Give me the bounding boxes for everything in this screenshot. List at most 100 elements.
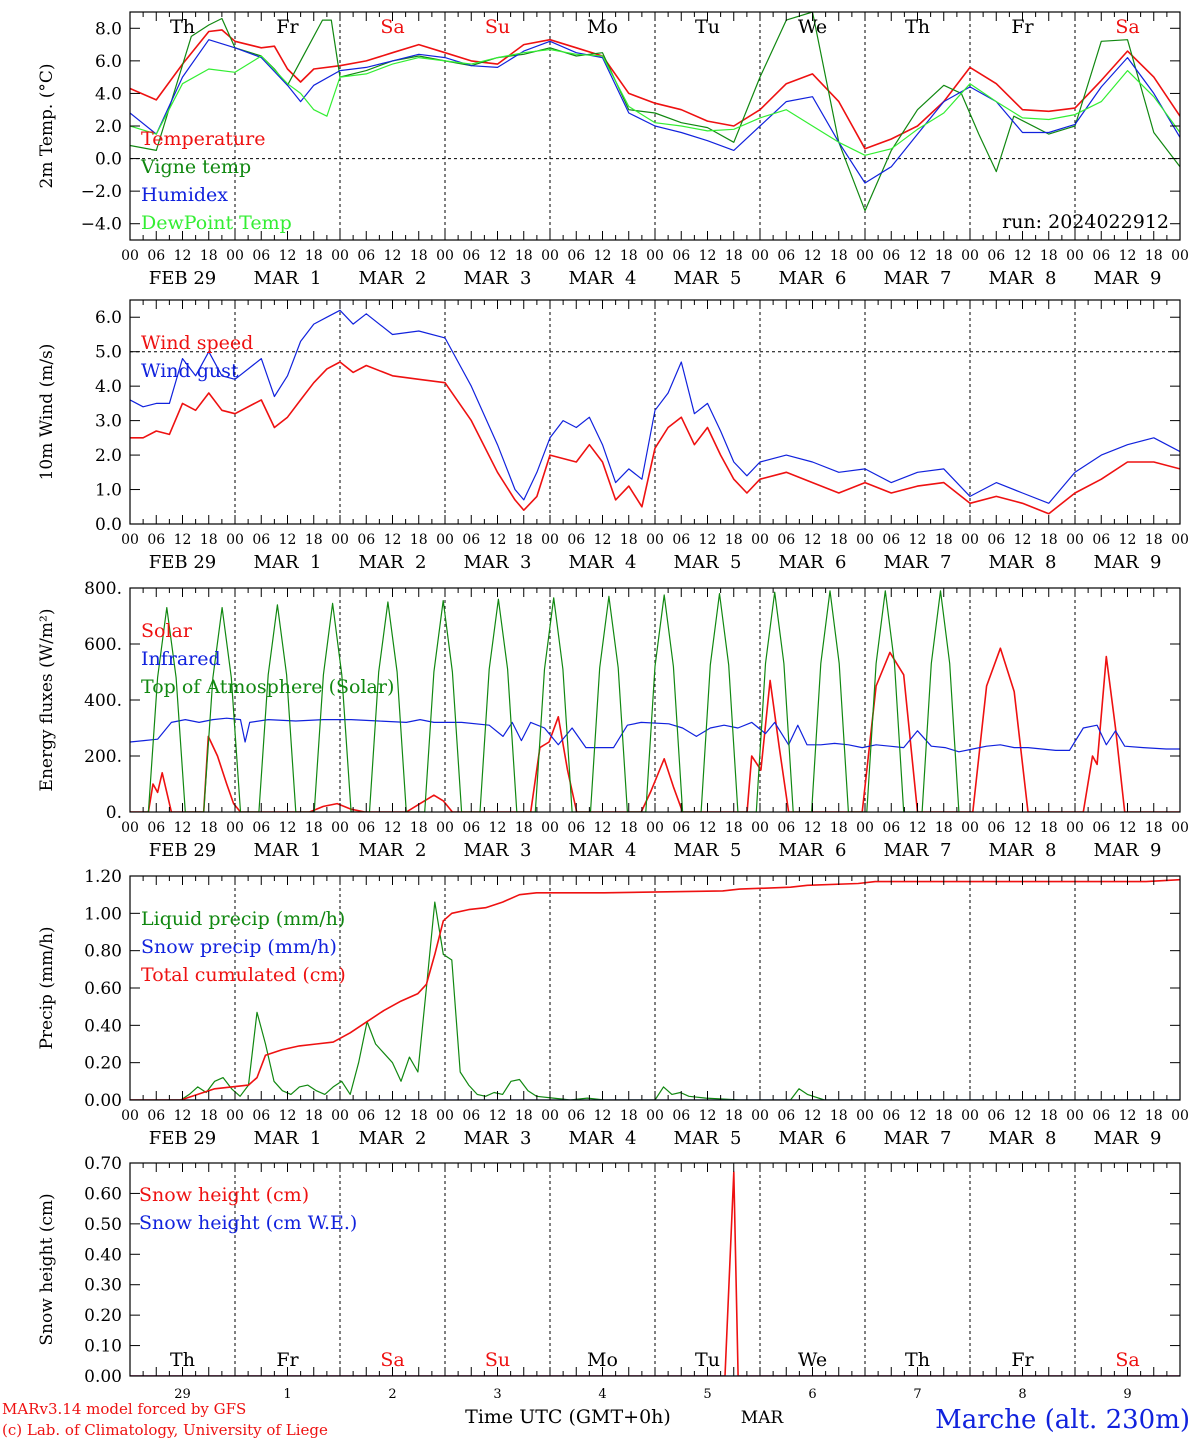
- legend-entry: DewPoint Temp: [141, 212, 292, 234]
- hour-label: 06: [252, 248, 270, 264]
- y-tick-label: −4.0: [81, 215, 122, 235]
- hour-label: 06: [777, 820, 795, 836]
- hour-label: 00: [1171, 532, 1189, 548]
- date-label: MAR 2: [359, 1128, 427, 1149]
- day-number: 5: [703, 1387, 711, 1402]
- hour-label: 12: [699, 248, 717, 264]
- y-tick-label: 0.20: [84, 1054, 122, 1074]
- day-name: Sa: [1115, 1349, 1139, 1371]
- hour-label: 06: [777, 248, 795, 264]
- hour-label: 18: [1040, 1108, 1058, 1124]
- series-group: [130, 1171, 1180, 1376]
- hour-label: 00: [1066, 1108, 1084, 1124]
- hour-label: 12: [1014, 532, 1032, 548]
- day-number: 6: [808, 1387, 816, 1402]
- hour-label: 18: [1040, 820, 1058, 836]
- hour-label: 00: [856, 820, 874, 836]
- hour-label: 00: [121, 820, 139, 836]
- day-number: 2: [388, 1387, 396, 1402]
- y-tick-label: 0.10: [84, 1337, 122, 1357]
- hour-label: 00: [751, 820, 769, 836]
- hour-label: 00: [856, 1108, 874, 1124]
- date-label: MAR 8: [989, 840, 1057, 861]
- y-tick-label: 0.20: [84, 1306, 122, 1326]
- day-number: 4: [598, 1387, 606, 1402]
- date-label: MAR 1: [254, 268, 322, 289]
- hour-label: 06: [672, 248, 690, 264]
- y-tick-label: 2.0: [95, 446, 122, 466]
- date-label: MAR 7: [884, 552, 952, 573]
- date-label: MAR 9: [1094, 1128, 1162, 1149]
- y-tick-label: 1.0: [95, 481, 122, 501]
- hour-label: 12: [909, 1108, 927, 1124]
- panel-1: 8.0 6.0 4.0 2.0 0.0 −2.0 −4.0 2m Temp. (°C) Temp…: [37, 11, 1189, 289]
- hour-label: 18: [200, 248, 218, 264]
- hour-label: 06: [147, 532, 165, 548]
- hour-label: 00: [961, 820, 979, 836]
- date-label: MAR 8: [989, 552, 1057, 573]
- hour-label: 06: [462, 1108, 480, 1124]
- hour-label: 06: [357, 532, 375, 548]
- hour-label: 00: [121, 532, 139, 548]
- hour-label: 18: [830, 532, 848, 548]
- y-tick-label: 0.60: [84, 979, 122, 999]
- hour-label: 00: [751, 248, 769, 264]
- hour-label: 00: [331, 1108, 349, 1124]
- hour-label: 00: [961, 1108, 979, 1124]
- legend-entry: Vigne temp: [140, 156, 251, 178]
- hour-label: 00: [226, 248, 244, 264]
- hour-label: 06: [987, 532, 1005, 548]
- hour-label: 12: [804, 1108, 822, 1124]
- y-tick-label: 0.: [106, 803, 122, 823]
- hour-label: 06: [882, 1108, 900, 1124]
- series-line: [130, 901, 1180, 1100]
- day-name: Sa: [380, 1349, 404, 1371]
- hour-label: 12: [594, 532, 612, 548]
- day-name: Fr: [276, 16, 299, 38]
- date-label: MAR 7: [884, 840, 952, 861]
- hour-label: 06: [567, 248, 585, 264]
- hour-label: 06: [987, 248, 1005, 264]
- hour-label: 18: [1145, 820, 1163, 836]
- date-label: MAR 1: [254, 1128, 322, 1149]
- series-group: [130, 590, 1180, 812]
- hour-label: 06: [252, 532, 270, 548]
- series-line: [130, 29, 1180, 150]
- day-name: Su: [485, 16, 510, 38]
- y-tick-label: 0.70: [84, 1154, 122, 1174]
- hour-label: 06: [147, 1108, 165, 1124]
- hour-label: 18: [410, 532, 428, 548]
- y-tick-label: 0.0: [95, 515, 122, 535]
- date-label: MAR 4: [569, 552, 637, 573]
- hour-label: 12: [279, 532, 297, 548]
- day-name: Mo: [587, 16, 618, 38]
- day-number: 9: [1123, 1387, 1131, 1402]
- hour-label: 00: [436, 820, 454, 836]
- hour-label: 18: [935, 1108, 953, 1124]
- hour-label: 18: [410, 820, 428, 836]
- hour-label: 18: [1145, 532, 1163, 548]
- hour-label: 06: [672, 1108, 690, 1124]
- hour-label: 18: [725, 248, 743, 264]
- hour-label: 06: [1092, 820, 1110, 836]
- series-line: [130, 12, 1180, 212]
- hour-label: 00: [1171, 1108, 1189, 1124]
- hour-label: 18: [200, 820, 218, 836]
- series-line: [130, 878, 1180, 1100]
- hour-label: 06: [672, 820, 690, 836]
- hour-label: 18: [725, 1108, 743, 1124]
- model-credit: MARv3.14 model forced by GFS: [2, 1400, 246, 1418]
- hour-label: 00: [121, 1108, 139, 1124]
- hour-label: 06: [1092, 1108, 1110, 1124]
- x-axis-title: Time UTC (GMT+0h): [465, 1406, 671, 1428]
- hour-label: 18: [515, 248, 533, 264]
- hour-label: 12: [279, 248, 297, 264]
- y-tick-label: 4.0: [95, 84, 122, 104]
- y-axis-label: 2m Temp. (°C): [37, 63, 57, 188]
- y-tick-label: 0.40: [84, 1245, 122, 1265]
- y-tick-label: 3.0: [95, 412, 122, 432]
- hour-label: 12: [804, 248, 822, 264]
- legend-entry: Humidex: [141, 184, 228, 206]
- hour-label: 18: [305, 248, 323, 264]
